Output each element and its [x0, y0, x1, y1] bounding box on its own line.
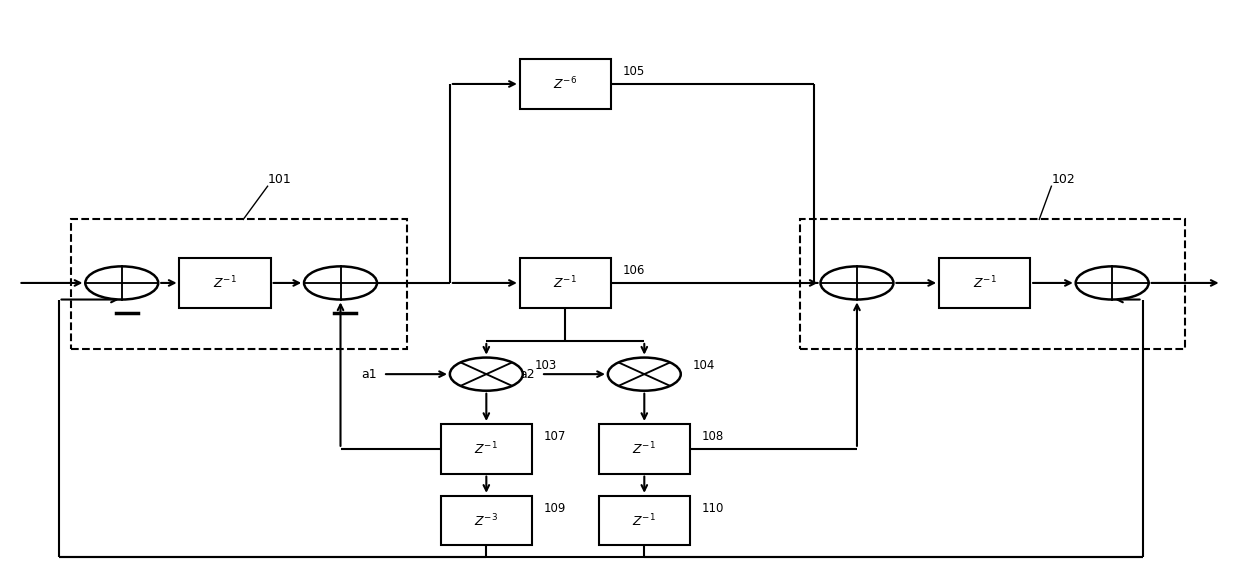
Text: 102: 102 [1052, 173, 1075, 186]
Bar [599, 496, 689, 546]
Text: $Z^{-1}$: $Z^{-1}$ [972, 275, 997, 291]
Bar [440, 424, 532, 474]
Bar [939, 258, 1030, 308]
Bar [71, 219, 407, 349]
Text: 105: 105 [622, 65, 645, 78]
Text: 106: 106 [622, 264, 645, 277]
Text: $Z^{-1}$: $Z^{-1}$ [475, 440, 498, 457]
Bar [440, 496, 532, 546]
Text: $Z^{-3}$: $Z^{-3}$ [475, 512, 498, 529]
Text: 103: 103 [534, 359, 557, 372]
Text: $Z^{-1}$: $Z^{-1}$ [213, 275, 237, 291]
Circle shape [1076, 266, 1148, 299]
Bar [180, 258, 270, 308]
Text: 109: 109 [544, 502, 567, 514]
Text: a2: a2 [520, 368, 534, 380]
Circle shape [304, 266, 377, 299]
Bar [520, 59, 611, 109]
Text: $Z^{-1}$: $Z^{-1}$ [632, 512, 656, 529]
Text: 104: 104 [693, 359, 715, 372]
Circle shape [450, 358, 523, 391]
Bar [599, 424, 689, 474]
Text: 101: 101 [268, 173, 291, 186]
Bar [800, 219, 1185, 349]
Text: 107: 107 [544, 430, 567, 443]
Bar [520, 258, 611, 308]
Text: a1: a1 [361, 368, 377, 380]
Text: $Z^{-6}$: $Z^{-6}$ [553, 76, 578, 92]
Circle shape [86, 266, 159, 299]
Text: $Z^{-1}$: $Z^{-1}$ [632, 440, 656, 457]
Text: $Z^{-1}$: $Z^{-1}$ [553, 275, 577, 291]
Text: 110: 110 [702, 502, 724, 514]
Circle shape [821, 266, 893, 299]
Circle shape [608, 358, 681, 391]
Text: 108: 108 [702, 430, 724, 443]
